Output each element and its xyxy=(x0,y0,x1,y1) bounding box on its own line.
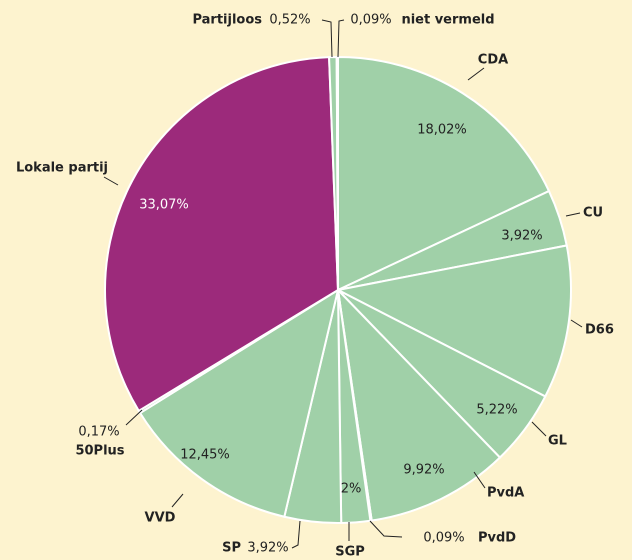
slice-name: PvdD xyxy=(478,531,516,546)
slice-name: SP xyxy=(222,541,241,556)
leader-line xyxy=(291,520,301,549)
slice-name: Lokale partij xyxy=(16,161,108,176)
leader-line xyxy=(369,520,403,538)
leader-line xyxy=(125,409,143,426)
slice-name: niet vermeld xyxy=(401,13,494,28)
pie-slice xyxy=(334,244,572,398)
value-label: 5,22% xyxy=(476,403,517,418)
leader-line xyxy=(473,471,486,489)
slice-name: PvdA xyxy=(487,486,524,501)
value-label: 3,92% xyxy=(501,229,542,244)
value-label: 12,45% xyxy=(180,448,230,463)
slice-name: D66 xyxy=(585,323,614,338)
leader-line xyxy=(467,67,485,81)
leader-line xyxy=(565,212,581,217)
pie-slice xyxy=(104,56,340,413)
slice-name: Partijloos xyxy=(192,13,262,28)
slice-name: CDA xyxy=(478,53,508,68)
leader-line xyxy=(337,19,345,58)
slice-name: CU xyxy=(583,206,603,221)
pie-slice xyxy=(138,287,340,518)
slice-name: 50Plus xyxy=(75,444,124,459)
leader-line xyxy=(570,319,583,328)
value-label: 0,17% xyxy=(78,425,119,440)
value-label: 0,09% xyxy=(350,13,391,28)
pie-slice xyxy=(335,55,339,291)
value-label: 2% xyxy=(341,482,362,497)
value-label: 18,02% xyxy=(417,123,467,138)
pie-slice xyxy=(337,55,551,292)
leader-line xyxy=(531,421,547,437)
pie-slice xyxy=(336,287,502,522)
value-label: 33,07% xyxy=(139,198,189,213)
leader-line xyxy=(321,19,333,58)
value-label: 9,92% xyxy=(403,463,444,478)
value-label: 3,92% xyxy=(247,541,288,556)
value-label: 0,52% xyxy=(269,13,310,28)
leader-line xyxy=(103,176,119,186)
slice-name: GL xyxy=(548,434,567,449)
slice-name: SGP xyxy=(335,545,365,560)
value-label: 0,09% xyxy=(423,531,464,546)
slice-name: VVD xyxy=(145,511,176,526)
leader-line xyxy=(171,493,184,508)
